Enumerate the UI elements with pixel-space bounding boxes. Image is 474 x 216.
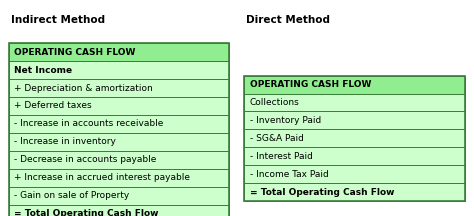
Text: - Inventory Paid: - Inventory Paid <box>250 116 321 125</box>
Bar <box>9 115 229 133</box>
Text: Indirect Method: Indirect Method <box>11 15 105 25</box>
Text: + Deferred taxes: + Deferred taxes <box>14 102 92 110</box>
Bar <box>244 165 465 183</box>
Bar <box>9 133 229 151</box>
Bar <box>244 183 465 201</box>
Text: - SG&A Paid: - SG&A Paid <box>250 134 304 143</box>
Text: OPERATING CASH FLOW: OPERATING CASH FLOW <box>14 48 136 57</box>
Text: OPERATING CASH FLOW: OPERATING CASH FLOW <box>250 80 371 89</box>
Text: Net Income: Net Income <box>14 66 73 75</box>
Text: = Total Operating Cash Flow: = Total Operating Cash Flow <box>250 188 394 197</box>
Bar <box>9 151 229 169</box>
Bar <box>9 43 229 61</box>
Text: + Increase in accrued interest payable: + Increase in accrued interest payable <box>14 173 190 182</box>
Text: - Interest Paid: - Interest Paid <box>250 152 313 161</box>
Bar <box>9 43 229 216</box>
Text: - Increase in inventory: - Increase in inventory <box>14 137 116 146</box>
Text: - Income Tax Paid: - Income Tax Paid <box>250 170 328 179</box>
Bar <box>244 94 465 111</box>
Text: - Decrease in accounts payable: - Decrease in accounts payable <box>14 155 156 164</box>
Bar <box>244 76 465 94</box>
Bar <box>9 79 229 97</box>
Text: + Depreciation & amortization: + Depreciation & amortization <box>14 84 153 92</box>
Bar <box>244 129 465 147</box>
Bar <box>244 147 465 165</box>
Bar <box>9 169 229 187</box>
Bar <box>244 76 465 201</box>
Text: = Total Operating Cash Flow: = Total Operating Cash Flow <box>14 209 159 216</box>
Bar <box>9 97 229 115</box>
Bar <box>9 61 229 79</box>
Text: - Gain on sale of Property: - Gain on sale of Property <box>14 191 129 200</box>
Bar <box>9 187 229 205</box>
Bar <box>244 111 465 129</box>
Text: Direct Method: Direct Method <box>246 15 330 25</box>
Text: Collections: Collections <box>250 98 300 107</box>
Text: - Increase in accounts receivable: - Increase in accounts receivable <box>14 119 164 128</box>
Bar <box>9 205 229 216</box>
